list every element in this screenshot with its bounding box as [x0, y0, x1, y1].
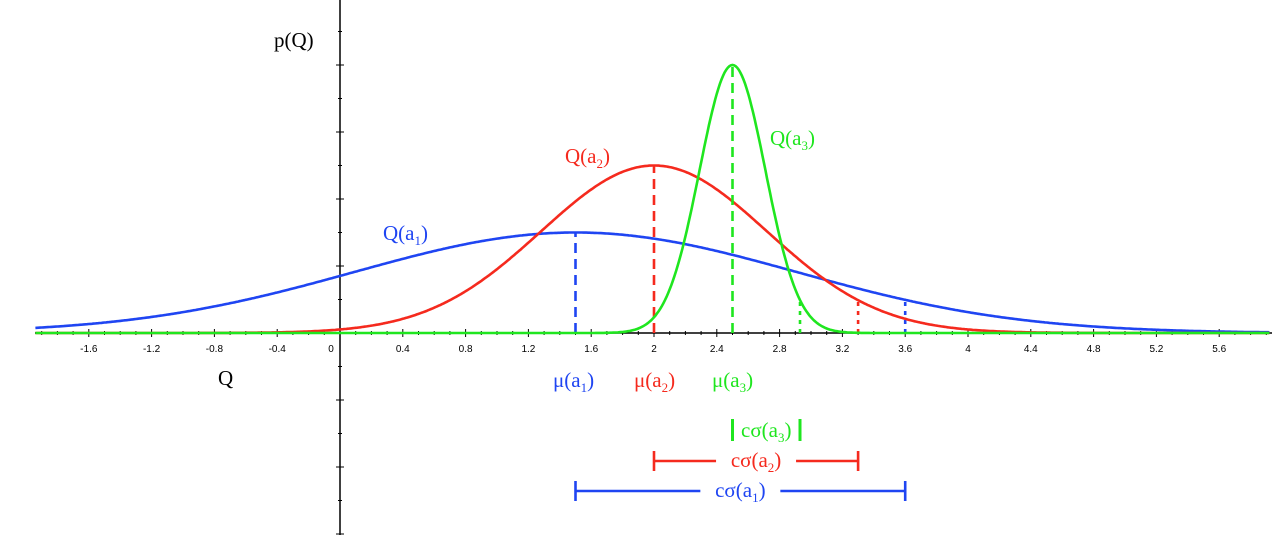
x-tick-label: 4.8	[1087, 344, 1101, 355]
x-tick-label: 1.2	[521, 344, 535, 355]
x-tick-label: 1.6	[584, 344, 598, 355]
mean-label-a1: μ(a1)	[553, 368, 594, 395]
c-sigma-label-a2: cσ(a2)	[731, 448, 781, 475]
x-tick-label: -0.4	[269, 344, 287, 355]
mean-label-a2: μ(a2)	[634, 368, 675, 395]
x-tick-label: -1.2	[143, 344, 161, 355]
series-label-a1: Q(a1)	[383, 221, 428, 248]
series-label-a3: Q(a3)	[770, 126, 815, 153]
x-tick-label: 3.6	[898, 344, 912, 355]
x-tick-label: 2.4	[710, 344, 724, 355]
y-axis-label: p(Q)	[274, 28, 314, 52]
x-tick-label: 5.6	[1212, 344, 1226, 355]
mean-label-a3: μ(a3)	[712, 368, 753, 395]
x-tick-label: 2.8	[773, 344, 787, 355]
curve-a1	[35, 231, 1270, 334]
x-tick-label: 0.4	[396, 344, 410, 355]
series-label-a2: Q(a2)	[565, 144, 610, 171]
annotations: Q(a1) μ(a1) cσ(a1) Q(a2) μ(a2) cσ(a2) Q(a3) μ(a…	[383, 126, 907, 505]
y-ticks	[336, 31, 344, 535]
x-ticks: -1.6 -1.2 -0.8 -0.4 0 0.4 0.8 1.2 1.6 2 2.4 2.8 3.2 3…	[41, 329, 1267, 355]
x-tick-label: 4	[965, 344, 971, 355]
x-tick-label: 4.4	[1024, 344, 1038, 355]
curves	[35, 63, 1270, 335]
x-tick-label: 5.2	[1149, 344, 1163, 355]
x-tick-label: -1.6	[80, 344, 98, 355]
x-axis-label: Q	[218, 366, 233, 390]
curve-a3	[35, 63, 1270, 335]
x-tick-label: 2	[651, 344, 657, 355]
x-tick-label: 0	[328, 344, 334, 355]
curve-a2	[35, 164, 1270, 335]
c-sigma-label-a3: cσ(a3)	[741, 418, 791, 445]
x-tick-label: 0.8	[459, 344, 473, 355]
c-sigma-label-a1: cσ(a1)	[715, 478, 765, 505]
x-tick-label: -0.8	[206, 344, 224, 355]
x-tick-label: 3.2	[835, 344, 849, 355]
